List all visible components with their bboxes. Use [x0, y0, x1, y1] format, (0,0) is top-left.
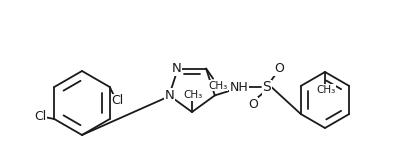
Text: CH₃: CH₃: [316, 85, 336, 95]
Text: Cl: Cl: [111, 95, 124, 108]
Text: O: O: [274, 62, 284, 75]
Text: S: S: [262, 80, 271, 94]
Text: N: N: [172, 62, 182, 75]
Text: CH₃: CH₃: [209, 81, 228, 91]
Text: CH₃: CH₃: [183, 90, 203, 100]
Text: NH: NH: [229, 81, 248, 94]
Text: N: N: [164, 89, 174, 102]
Text: Cl: Cl: [34, 110, 47, 123]
Text: O: O: [248, 98, 258, 111]
